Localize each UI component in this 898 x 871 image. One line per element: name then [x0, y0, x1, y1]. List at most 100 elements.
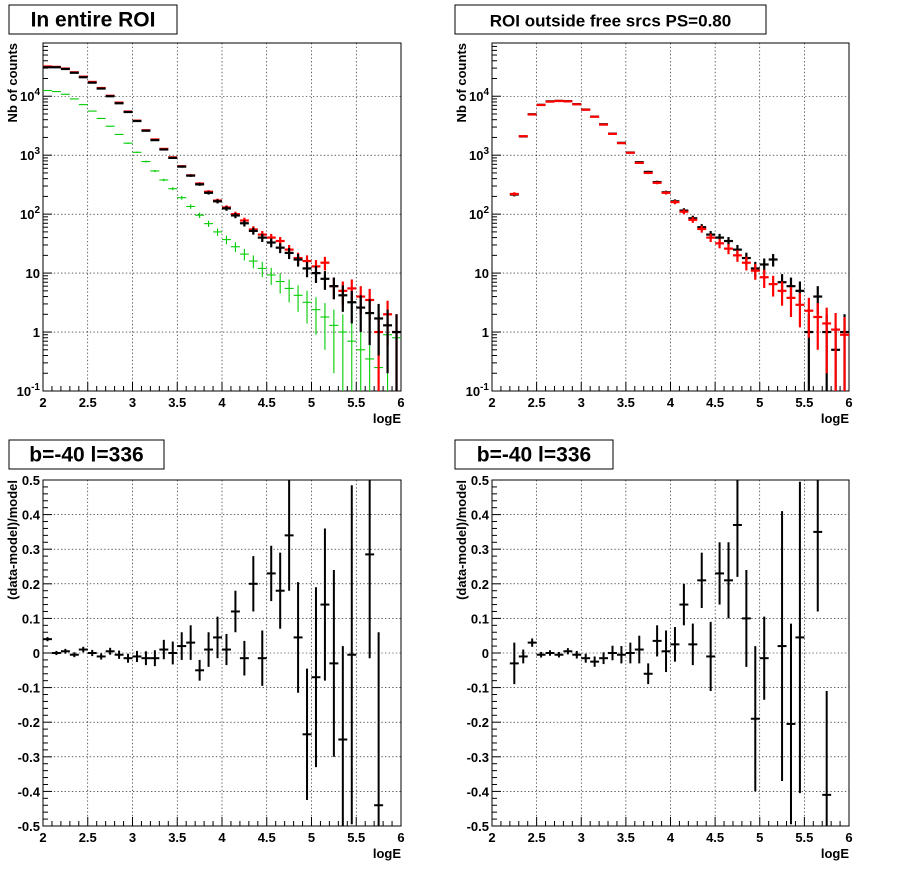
- data-point: [320, 303, 330, 350]
- data-point: [625, 151, 635, 154]
- data-point: [69, 652, 79, 658]
- data-point: [786, 287, 796, 317]
- data-point: [804, 297, 814, 338]
- data-point: [302, 261, 312, 278]
- data-point: [329, 277, 339, 300]
- x-tick-label: 5.5: [795, 395, 813, 410]
- data-point: [688, 623, 698, 666]
- y-tick-label: -0.1: [18, 681, 40, 696]
- data-point: [284, 279, 294, 303]
- data-point: [509, 642, 519, 685]
- data-point: [293, 582, 303, 693]
- data-point: [777, 511, 787, 782]
- data-point: [356, 295, 366, 333]
- y-tick-label: -0.5: [18, 819, 40, 834]
- data-point: [320, 528, 330, 681]
- data-point: [222, 206, 231, 211]
- grid: [43, 43, 401, 391]
- y-tick-label: 0: [33, 646, 40, 661]
- x-tick-label: 4: [218, 830, 226, 845]
- data-point: [159, 148, 169, 151]
- data-point: [616, 142, 626, 145]
- data-point: [554, 651, 564, 658]
- y-tick-label: -0.5: [467, 819, 489, 834]
- data-point: [311, 587, 321, 768]
- data-point: [750, 646, 760, 792]
- data-point: [329, 569, 339, 757]
- data-point: [347, 321, 357, 391]
- x-tick-label: 4: [218, 395, 226, 410]
- data-point: [365, 480, 375, 659]
- data-point: [213, 199, 222, 204]
- data-point: [186, 174, 196, 177]
- data-point: [518, 649, 528, 664]
- data-point: [768, 253, 778, 267]
- y-tick-label: 104: [20, 87, 40, 104]
- y-tick-label: 103: [20, 146, 40, 163]
- data-point: [222, 633, 231, 666]
- data-point: [679, 583, 689, 626]
- data-point: [204, 191, 214, 195]
- y-tick-label: 0.3: [471, 542, 489, 557]
- grid: [492, 43, 849, 391]
- chart-title: ROI outside free srcs PS=0.80: [490, 12, 731, 31]
- y-tick-label: 0.2: [471, 577, 489, 592]
- data-point: [329, 309, 339, 374]
- data-point: [60, 648, 70, 654]
- x-tick-label: 5.5: [795, 830, 813, 845]
- data-point: [150, 139, 160, 142]
- y-tick-label: -0.2: [18, 715, 40, 730]
- x-tick-label: 3: [129, 830, 136, 845]
- data-point: [338, 646, 348, 826]
- data-point: [392, 314, 401, 391]
- axis-ticks: [491, 42, 850, 392]
- x-tick-label: 5.5: [347, 830, 365, 845]
- data-point: [768, 275, 778, 297]
- data-point: [123, 142, 133, 144]
- data-point: [275, 243, 285, 254]
- data-point: [572, 103, 582, 106]
- data-point: [302, 668, 312, 801]
- x-tick-label: 3.5: [168, 395, 186, 410]
- y-axis-label: Nb of counts: [454, 43, 469, 122]
- title-box: [8, 439, 165, 470]
- y-tick-label: 104: [469, 87, 489, 104]
- data-point: [590, 656, 600, 667]
- data-point: [634, 161, 644, 165]
- plot-frame: [42, 42, 402, 392]
- data-point: [831, 313, 841, 391]
- data-point: [87, 110, 97, 112]
- x-tick-label: 6: [845, 830, 852, 845]
- title-box: [8, 4, 178, 35]
- data-marks: [43, 480, 384, 826]
- data-point: [177, 165, 187, 168]
- data-point: [230, 590, 240, 633]
- data-point: [527, 638, 537, 647]
- grid: [492, 480, 849, 826]
- data-point: [554, 99, 564, 103]
- data-point: [266, 238, 276, 248]
- y-tick-label: 10: [26, 266, 40, 281]
- x-tick-label: 2: [39, 395, 46, 410]
- data-point: [159, 178, 169, 182]
- data-point: [311, 265, 321, 283]
- data-point: [320, 271, 330, 290]
- data-point: [608, 645, 617, 661]
- x-tick-label: 2.5: [79, 395, 97, 410]
- x-tick-label: 3: [129, 395, 136, 410]
- data-point: [759, 269, 769, 288]
- series-1: [43, 480, 384, 826]
- x-tick-label: 3.5: [617, 830, 635, 845]
- x-tick-label: 4.5: [706, 395, 724, 410]
- data-point: [652, 181, 662, 185]
- data-point: [168, 156, 178, 159]
- y-tick-label: 0.1: [471, 611, 489, 626]
- data-point: [132, 151, 142, 154]
- series-1: [509, 480, 832, 826]
- data-point: [204, 632, 214, 667]
- data-point: [248, 556, 258, 612]
- y-tick-label: 103: [469, 146, 489, 163]
- data-point: [213, 228, 222, 236]
- data-point: [374, 303, 384, 356]
- x-tick-label: 6: [397, 395, 404, 410]
